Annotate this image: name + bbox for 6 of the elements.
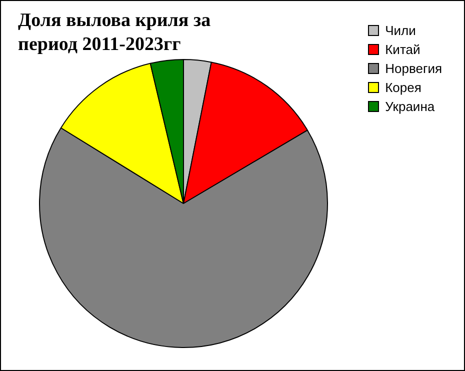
chart-title: Доля вылова криля за период 2011-2023гг (18, 9, 212, 57)
legend-label: Корея (385, 80, 422, 95)
legend-label: Чили (385, 23, 416, 38)
legend-label: Украина (385, 99, 435, 114)
legend-label: Китай (385, 42, 420, 57)
legend-label: Норвегия (385, 61, 442, 76)
